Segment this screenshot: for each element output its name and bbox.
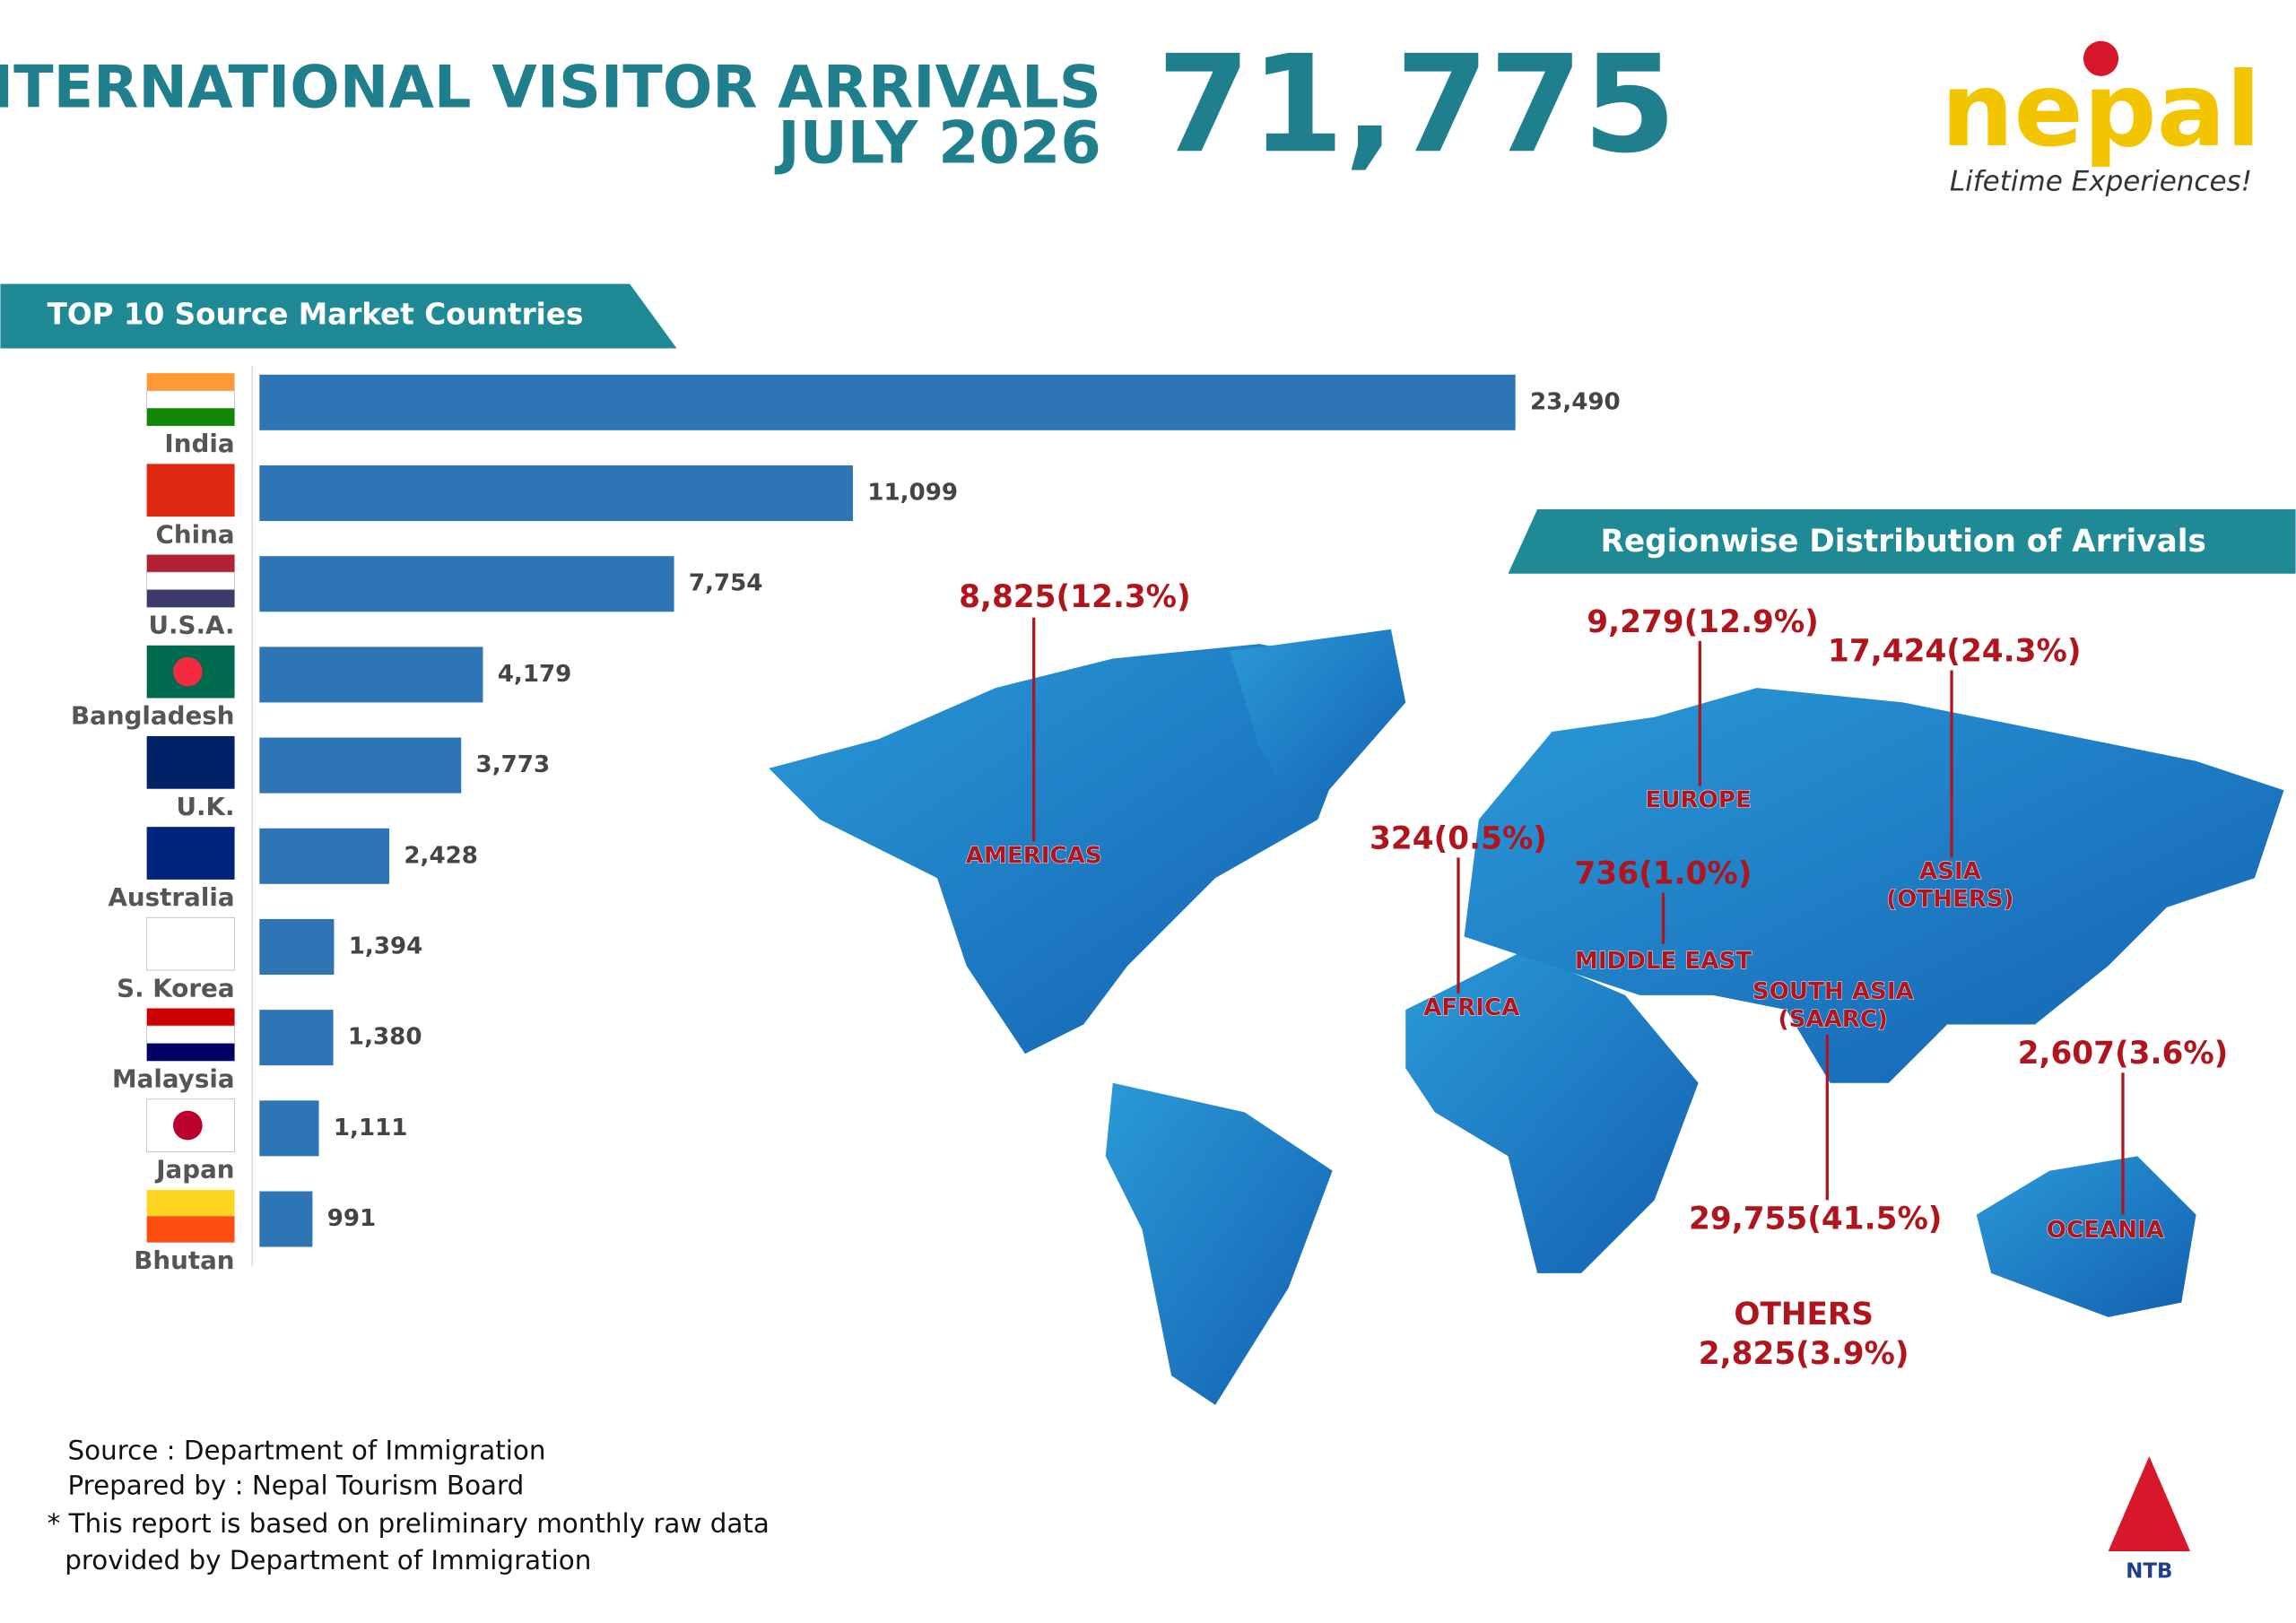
category-label: S. Korea — [117, 973, 234, 1002]
footer-line: Prepared by : Nepal Tourism Board — [68, 1471, 525, 1501]
logo-dot — [2083, 40, 2119, 76]
value-label: 3,773 — [476, 751, 551, 778]
region-name: AFRICA — [1423, 994, 1520, 1021]
category-label: Bhutan — [134, 1245, 234, 1275]
value-label: 23,490 — [1530, 388, 1621, 415]
flag — [146, 827, 235, 880]
logo-wordmark: nepal — [1941, 50, 2261, 169]
flag — [146, 408, 235, 426]
regions-title: Regionwise Distribution of Arrivals — [1600, 524, 2205, 560]
category-label: China — [155, 519, 234, 549]
footer-line: Source : Department of Immigration — [68, 1436, 546, 1466]
flag — [146, 554, 235, 573]
region-value: 324(0.5%) — [1370, 820, 1547, 856]
subtitle: JULY 2026 — [774, 108, 1100, 177]
region-name: OCEANIA — [2047, 1217, 2165, 1244]
flag — [146, 373, 235, 391]
category-label: Malaysia — [112, 1063, 235, 1093]
bar — [259, 1100, 319, 1157]
value-label: 2,428 — [404, 842, 478, 869]
value-label: 1,394 — [349, 933, 423, 959]
footer-line: * This report is based on preliminary mo… — [48, 1508, 770, 1539]
world-map — [769, 629, 2284, 1405]
title: INTERNATIONAL VISITOR ARRIVALS — [0, 53, 1101, 121]
chart-title: TOP 10 Source Market Countries — [48, 298, 584, 332]
region-value: 8,825(12.3%) — [959, 579, 1191, 615]
bar — [259, 374, 1516, 430]
region-value: 736(1.0%) — [1575, 855, 1752, 891]
flag — [173, 1110, 203, 1141]
region-value: 2,607(3.6%) — [2018, 1036, 2229, 1072]
region-value: 17,424(24.3%) — [1828, 633, 2081, 669]
region-name: AMERICAS — [966, 842, 1102, 869]
value-label: 11,099 — [867, 480, 958, 507]
bar — [259, 647, 483, 703]
regions-banner — [1508, 508, 2296, 574]
footer-line: provided by Department of Immigration — [65, 1545, 591, 1575]
category-label: Australia — [108, 882, 234, 912]
region-name: (OTHERS) — [1886, 886, 2013, 913]
flag — [146, 390, 235, 409]
flag — [146, 571, 235, 591]
region-name: OTHERS — [1734, 1297, 1874, 1332]
value-label: 1,111 — [334, 1115, 408, 1141]
flag — [146, 464, 235, 517]
category-label: U.S.A. — [148, 611, 234, 640]
region-name: (SAARC) — [1779, 1006, 1888, 1033]
chart-banner — [0, 283, 677, 349]
bar — [259, 1010, 334, 1066]
category-label: U.K. — [176, 792, 234, 821]
region-name: ASIA — [1919, 858, 1982, 885]
flag — [146, 589, 235, 608]
total: 71,775 — [1157, 27, 1676, 183]
region-name: EUROPE — [1646, 786, 1752, 813]
flag — [146, 1216, 235, 1243]
flag — [146, 1043, 235, 1062]
bar — [259, 556, 674, 612]
value-label: 991 — [327, 1205, 377, 1232]
logo-tagline: Lifetime Experiences! — [1950, 166, 2252, 198]
region-value: 2,825(3.9%) — [1699, 1336, 1909, 1372]
footer: Source : Department of Immigration Prepa… — [48, 1436, 770, 1575]
flag — [146, 1189, 235, 1217]
region-value: 9,279(12.9%) — [1587, 604, 1819, 640]
ntb-logo: NTB — [2126, 1559, 2172, 1583]
bar — [259, 1191, 313, 1247]
region-value: 29,755(41.5%) — [1689, 1202, 1942, 1237]
category-label: Japan — [154, 1155, 234, 1185]
value-label: 1,380 — [348, 1024, 422, 1051]
region-name: MIDDLE EAST — [1575, 948, 1752, 975]
value-label: 7,754 — [689, 570, 763, 597]
bar — [259, 737, 462, 794]
bar — [259, 465, 853, 522]
bar — [259, 918, 335, 975]
flag — [146, 735, 235, 789]
flag — [173, 656, 203, 687]
flag — [146, 1025, 235, 1045]
region-name: SOUTH ASIA — [1752, 978, 1915, 1005]
flag — [146, 916, 235, 971]
ntb-emblem — [2108, 1455, 2191, 1552]
value-label: 4,179 — [498, 661, 572, 688]
flag — [146, 1008, 235, 1027]
category-label: Bangladesh — [71, 701, 235, 731]
category-label: India — [164, 429, 234, 458]
bar — [259, 828, 390, 884]
